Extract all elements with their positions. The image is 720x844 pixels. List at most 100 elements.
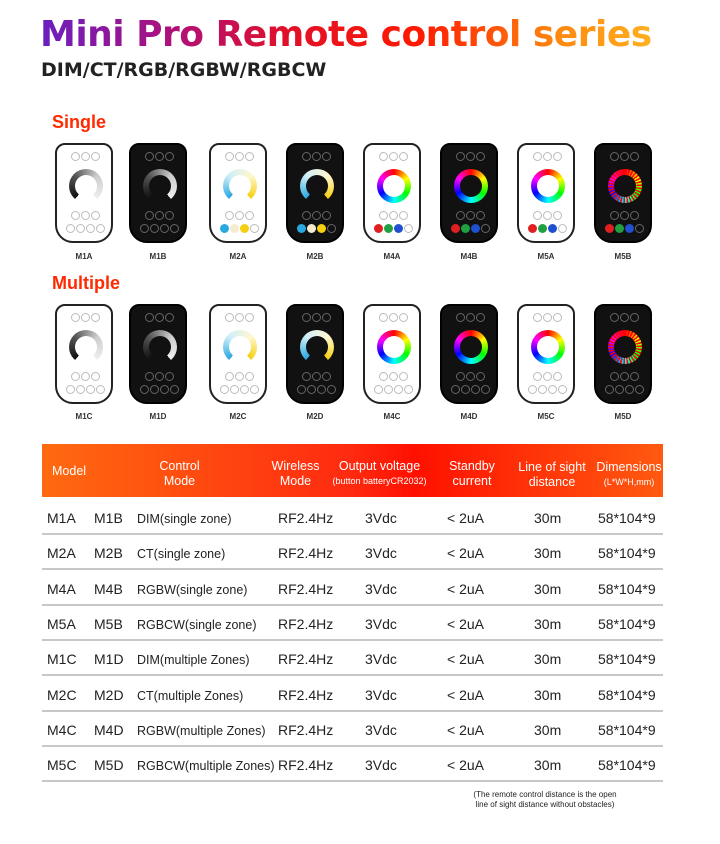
cell-dimensions: 58*104*9 — [598, 651, 656, 668]
control-button-icon — [245, 372, 254, 381]
remote-m5b — [594, 143, 652, 243]
wheel-center — [614, 175, 636, 197]
preset-button-icon — [394, 224, 403, 233]
remote-label: M4C — [383, 412, 401, 421]
header-control-mode: Control Mode — [159, 459, 200, 488]
zone-button-icon — [312, 313, 321, 322]
table-row: M4A M4B RGBW(single zone) RF2.4Hz 3Vdc < 2uA 3… — [42, 571, 663, 606]
zone-button-icon — [456, 313, 465, 322]
zone-button-icon — [610, 152, 619, 161]
control-button-icon — [322, 372, 331, 381]
control-button-icon — [235, 211, 244, 220]
control-button-icon — [165, 211, 174, 220]
preset-button-icon — [86, 385, 95, 394]
control-button-icon — [71, 372, 80, 381]
zone-button-icon — [389, 313, 398, 322]
cell-mode: CT(multiple Zones) — [137, 688, 244, 703]
zone-button-icon — [235, 152, 244, 161]
preset-button-icon — [481, 224, 490, 233]
control-button-icon — [476, 372, 485, 381]
zone-button-icon — [610, 313, 619, 322]
remote-m5d — [594, 304, 652, 404]
cell-standby: < 2uA — [447, 510, 484, 526]
zone-button-icon — [533, 152, 542, 161]
zone-button-icon — [466, 313, 475, 322]
cell-model-b: M4D — [94, 721, 124, 738]
header-wireless-mode: Wireless Mode — [271, 459, 320, 488]
zone-button-icon — [145, 313, 154, 322]
control-button-icon — [155, 211, 164, 220]
control-button-icon — [399, 372, 408, 381]
cell-model-b: M1B — [94, 510, 123, 526]
cell-model-a: M5C — [47, 757, 77, 774]
control-button-icon — [379, 211, 388, 220]
preset-button-icon — [451, 385, 460, 394]
zone-button-icon — [379, 152, 388, 161]
preset-button-icon — [394, 385, 403, 394]
cell-voltage: 3Vdc — [365, 757, 397, 774]
cell-wireless: RF2.4Hz — [278, 580, 334, 597]
cell-voltage: 3Vdc — [365, 721, 397, 738]
wheel-center — [306, 336, 328, 358]
preset-button-icon — [307, 385, 316, 394]
preset-button-icon — [317, 385, 326, 394]
preset-button-icon — [558, 224, 567, 233]
preset-button-icon — [66, 224, 75, 233]
control-button-icon — [620, 372, 629, 381]
cell-model-b: M2D — [94, 686, 124, 703]
cell-model-b: M1D — [94, 651, 124, 668]
cell-model-b: M5B — [94, 615, 123, 632]
control-button-icon — [456, 372, 465, 381]
remote-m2d — [286, 304, 344, 404]
control-button-icon — [389, 211, 398, 220]
cell-model-b: M4B — [94, 580, 123, 597]
cell-dimensions: 58*104*9 — [598, 545, 656, 562]
cell-distance: 30m — [534, 580, 562, 597]
remote-m4b — [440, 143, 498, 243]
preset-button-icon — [528, 385, 537, 394]
header-model: Model — [52, 464, 87, 478]
preset-button-icon — [240, 224, 249, 233]
cell-wireless: RF2.4Hz — [278, 721, 334, 738]
cell-mode: RGBW(multiple Zones) — [137, 723, 266, 738]
zone-button-icon — [379, 313, 388, 322]
preset-button-icon — [297, 224, 306, 233]
control-button-icon — [302, 372, 311, 381]
cell-mode: DIM(single zone) — [137, 512, 232, 526]
cell-dimensions: 58*104*9 — [598, 686, 656, 703]
zone-button-icon — [71, 152, 80, 161]
section-multiple: Multiple — [52, 273, 120, 293]
header-dimensions: Dimensions (L*W*H,mm) — [596, 460, 662, 487]
zone-button-icon — [620, 152, 629, 161]
cell-mode: RGBCW(multiple Zones) — [137, 759, 275, 774]
preset-button-icon — [538, 385, 547, 394]
zone-button-icon — [630, 152, 639, 161]
control-button-icon — [225, 211, 234, 220]
cell-model-b: M2B — [94, 545, 123, 562]
control-button-icon — [91, 372, 100, 381]
zone-button-icon — [155, 152, 164, 161]
preset-button-icon — [140, 224, 149, 233]
remote-label: M1C — [75, 412, 93, 421]
cell-wireless: RF2.4Hz — [278, 757, 334, 774]
cell-model-a: M4A — [47, 580, 76, 597]
control-button-icon — [245, 211, 254, 220]
control-button-icon — [71, 211, 80, 220]
remote-label: M2A — [229, 252, 247, 261]
cell-wireless: RF2.4Hz — [278, 615, 334, 632]
remote-label: M4B — [460, 252, 478, 261]
remote-label: M1A — [75, 252, 93, 261]
remote-label: M5B — [614, 252, 632, 261]
cell-model-a: M4C — [47, 721, 77, 738]
cell-standby: < 2uA — [447, 580, 484, 597]
preset-button-icon — [384, 385, 393, 394]
cell-model-a: M2A — [47, 545, 76, 562]
preset-button-icon — [297, 385, 306, 394]
control-button-icon — [553, 372, 562, 381]
remote-label: M2D — [306, 412, 324, 421]
zone-button-icon — [245, 152, 254, 161]
remote-m2c — [209, 304, 267, 404]
wheel-center — [306, 175, 328, 197]
cell-wireless: RF2.4Hz — [278, 686, 334, 703]
cell-standby: < 2uA — [447, 721, 484, 738]
